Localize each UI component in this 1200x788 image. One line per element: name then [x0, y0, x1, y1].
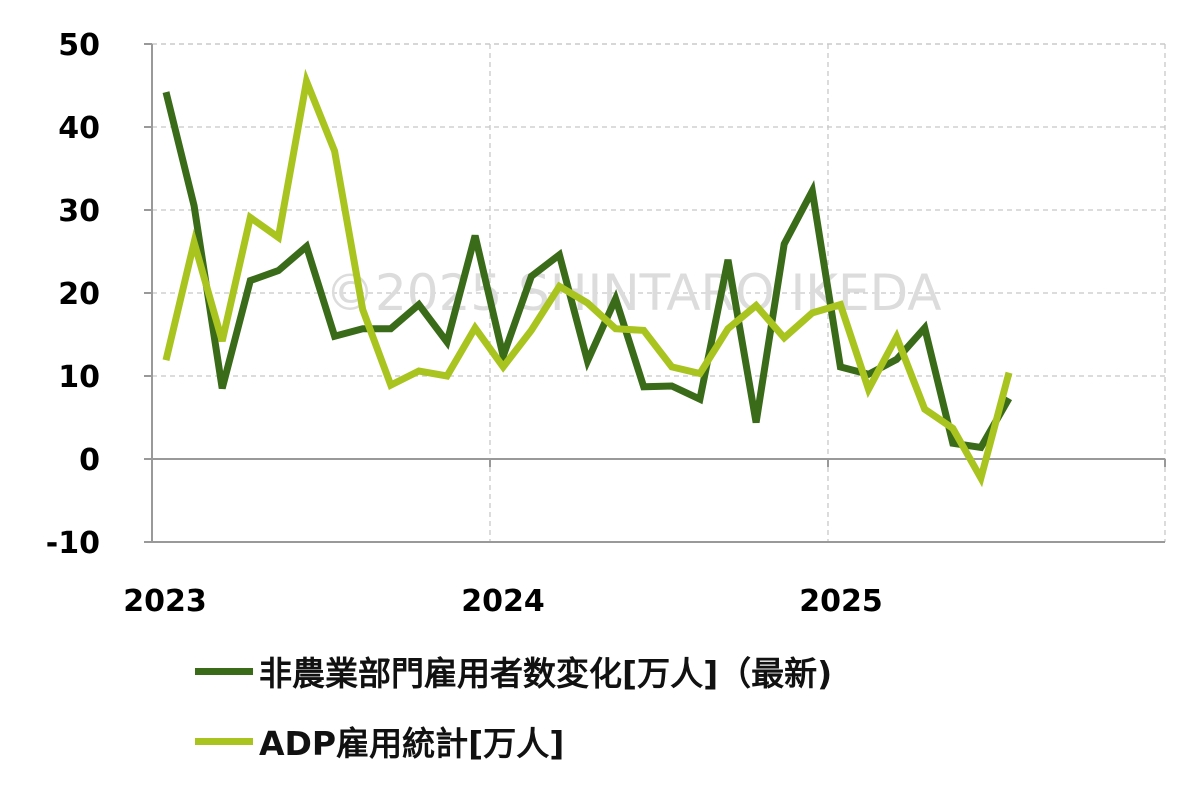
x-tick-label: 2023	[123, 584, 207, 619]
legend-item-adp: ADP雇用統計[万人]	[195, 715, 832, 767]
y-tick-label: 20	[58, 277, 100, 312]
y-tick-label: 30	[58, 194, 100, 229]
series-lines	[162, 68, 1013, 488]
y-axis-tick-labels: 50 40 30 20 10 0 -10	[46, 28, 100, 561]
y-tick-label: -10	[46, 526, 100, 561]
x-tick-label: 2024	[461, 584, 545, 619]
legend-label-adp: ADP雇用統計[万人]	[259, 724, 565, 763]
y-tick-label: 50	[58, 28, 100, 63]
legend-item-nonfarm: 非農業部門雇用者数変化[万人]（最新)	[195, 645, 832, 697]
watermark: ©2025 SHINTARO IKEDA	[325, 264, 941, 322]
legend-label-nonfarm: 非農業部門雇用者数変化[万人]（最新)	[259, 654, 833, 693]
series-line-nonfarm	[162, 91, 1013, 452]
y-tick-label: 0	[79, 443, 100, 478]
axes	[144, 43, 1166, 543]
legend: 非農業部門雇用者数変化[万人]（最新) ADP雇用統計[万人]	[195, 645, 832, 785]
series-line-adp	[162, 68, 1013, 488]
x-axis-tick-labels: 2023 2024 2025	[123, 584, 883, 619]
y-tick-label: 10	[58, 360, 100, 395]
y-tick-label: 40	[58, 111, 100, 146]
legend-swatch-adp	[195, 737, 253, 745]
legend-swatch-nonfarm	[195, 667, 253, 675]
x-tick-label: 2025	[799, 584, 883, 619]
